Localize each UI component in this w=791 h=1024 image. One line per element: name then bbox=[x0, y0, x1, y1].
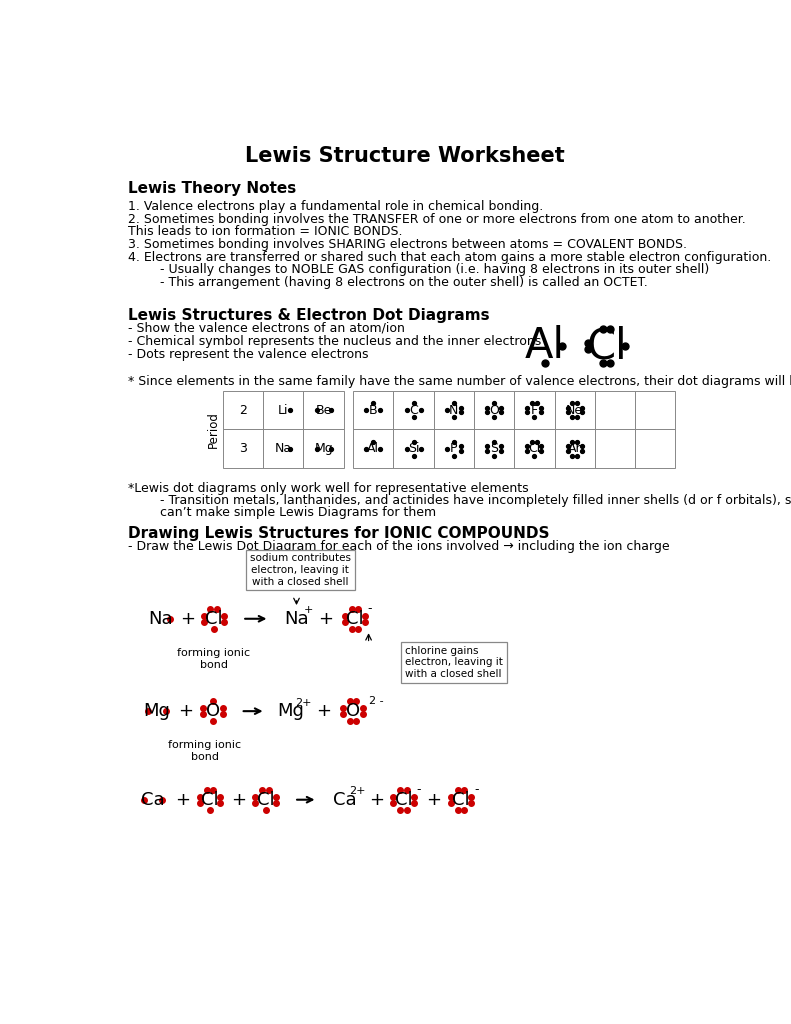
Bar bbox=[223, 429, 263, 468]
Text: O: O bbox=[346, 702, 360, 720]
Text: Cl: Cl bbox=[452, 791, 470, 809]
Text: 2 -: 2 - bbox=[369, 696, 383, 707]
Bar bbox=[474, 391, 514, 429]
Text: Be: Be bbox=[316, 403, 331, 417]
Bar bbox=[554, 429, 595, 468]
Text: +: + bbox=[369, 791, 384, 809]
Text: - This arrangement (having 8 electrons on the outer shell) is called an OCTET.: - This arrangement (having 8 electrons o… bbox=[128, 276, 648, 289]
Text: 1. Valence electrons play a fundamental role in chemical bonding.: 1. Valence electrons play a fundamental … bbox=[128, 200, 543, 213]
Text: sodium contributes
electron, leaving it
with a closed shell: sodium contributes electron, leaving it … bbox=[250, 553, 351, 587]
Text: forming ionic
bond: forming ionic bond bbox=[168, 740, 241, 762]
Text: -: - bbox=[474, 783, 479, 797]
Text: O: O bbox=[489, 403, 499, 417]
Bar bbox=[353, 391, 393, 429]
Text: Period: Period bbox=[207, 411, 220, 447]
Text: -: - bbox=[417, 783, 421, 797]
Text: 4. Electrons are transferred or shared such that each atom gains a more stable e: 4. Electrons are transferred or shared s… bbox=[128, 251, 771, 264]
Bar bbox=[304, 429, 344, 468]
Bar bbox=[433, 391, 474, 429]
Text: Cl: Cl bbox=[395, 791, 412, 809]
Text: * Since elements in the same family have the same number of valence electrons, t: * Since elements in the same family have… bbox=[128, 376, 791, 388]
Bar bbox=[304, 391, 344, 429]
Bar bbox=[514, 429, 554, 468]
Text: Lewis Structures & Electron Dot Diagrams: Lewis Structures & Electron Dot Diagrams bbox=[128, 307, 490, 323]
Text: B: B bbox=[369, 403, 377, 417]
Bar bbox=[263, 391, 304, 429]
Bar bbox=[595, 391, 635, 429]
Text: Ca: Ca bbox=[142, 791, 165, 809]
Text: 3: 3 bbox=[239, 442, 247, 455]
Bar bbox=[353, 429, 393, 468]
Text: Cl: Cl bbox=[346, 609, 363, 628]
Text: forming ionic
bond: forming ionic bond bbox=[177, 648, 250, 670]
Bar bbox=[554, 391, 595, 429]
Text: - Draw the Lewis Dot Diagram for each of the ions involved → including the ion c: - Draw the Lewis Dot Diagram for each of… bbox=[128, 541, 670, 553]
Text: chlorine gains
electron, leaving it
with a closed shell: chlorine gains electron, leaving it with… bbox=[405, 646, 503, 679]
Text: Al: Al bbox=[367, 442, 379, 455]
Text: *Lewis dot diagrams only work well for representative elements: *Lewis dot diagrams only work well for r… bbox=[128, 481, 529, 495]
Text: Ca: Ca bbox=[333, 791, 357, 809]
Text: can’t make simple Lewis Diagrams for them: can’t make simple Lewis Diagrams for the… bbox=[128, 506, 437, 519]
Text: +: + bbox=[178, 702, 193, 720]
Text: - Transition metals, lanthanides, and actinides have incompletely filled inner s: - Transition metals, lanthanides, and ac… bbox=[128, 494, 791, 507]
Bar bbox=[393, 391, 433, 429]
Bar bbox=[635, 429, 676, 468]
Text: Mg: Mg bbox=[278, 702, 305, 720]
Text: Na: Na bbox=[274, 442, 292, 455]
Text: F: F bbox=[531, 403, 538, 417]
Text: This leads to ion formation = IONIC BONDS.: This leads to ion formation = IONIC BOND… bbox=[128, 225, 403, 239]
Text: - Usually changes to NOBLE GAS configuration (i.e. having 8 electrons in its out: - Usually changes to NOBLE GAS configura… bbox=[128, 263, 710, 276]
Text: 2. Sometimes bonding involves the TRANSFER of one or more electrons from one ato: 2. Sometimes bonding involves the TRANSF… bbox=[128, 213, 746, 225]
Text: Cl: Cl bbox=[586, 326, 626, 368]
Text: Cl: Cl bbox=[257, 791, 274, 809]
Text: Na: Na bbox=[149, 609, 173, 628]
Text: Cl: Cl bbox=[205, 609, 222, 628]
Text: O: O bbox=[206, 702, 220, 720]
Text: 2+: 2+ bbox=[349, 786, 365, 797]
Text: +: + bbox=[180, 609, 195, 628]
Text: Ne: Ne bbox=[566, 403, 583, 417]
Text: Mg: Mg bbox=[143, 702, 170, 720]
Text: S: S bbox=[490, 442, 498, 455]
Bar bbox=[223, 391, 263, 429]
Text: Cl: Cl bbox=[201, 791, 218, 809]
Text: N: N bbox=[449, 403, 459, 417]
Bar bbox=[433, 429, 474, 468]
Text: 3. Sometimes bonding involves SHARING electrons between atoms = COVALENT BONDS.: 3. Sometimes bonding involves SHARING el… bbox=[128, 238, 687, 251]
Bar bbox=[595, 429, 635, 468]
Text: Ar: Ar bbox=[568, 442, 581, 455]
Text: Si: Si bbox=[408, 442, 419, 455]
Text: Li: Li bbox=[278, 403, 289, 417]
Text: - Show the valence electrons of an atom/ion: - Show the valence electrons of an atom/… bbox=[128, 322, 405, 335]
Text: - Dots represent the valence electrons: - Dots represent the valence electrons bbox=[128, 348, 369, 360]
Bar bbox=[474, 429, 514, 468]
Text: 2+: 2+ bbox=[295, 697, 312, 708]
Text: Mg: Mg bbox=[314, 442, 333, 455]
Text: Lewis Structure Worksheet: Lewis Structure Worksheet bbox=[245, 146, 565, 166]
Text: Lewis Theory Notes: Lewis Theory Notes bbox=[128, 180, 297, 196]
Text: +: + bbox=[426, 791, 441, 809]
Bar bbox=[635, 391, 676, 429]
Text: Drawing Lewis Structures for IONIC COMPOUNDS: Drawing Lewis Structures for IONIC COMPO… bbox=[128, 526, 550, 542]
Text: Al: Al bbox=[524, 326, 565, 368]
Text: +: + bbox=[231, 791, 246, 809]
Text: Cl: Cl bbox=[528, 442, 540, 455]
Bar bbox=[263, 429, 304, 468]
Text: -: - bbox=[368, 602, 373, 615]
Text: +: + bbox=[318, 609, 333, 628]
Bar bbox=[514, 391, 554, 429]
Text: +: + bbox=[175, 791, 190, 809]
Bar bbox=[393, 429, 433, 468]
Text: - Chemical symbol represents the nucleus and the inner electrons: - Chemical symbol represents the nucleus… bbox=[128, 335, 542, 347]
Text: P: P bbox=[450, 442, 457, 455]
Text: 2: 2 bbox=[239, 403, 247, 417]
Text: +: + bbox=[316, 702, 331, 720]
Text: Na: Na bbox=[284, 609, 308, 628]
Text: C: C bbox=[409, 403, 418, 417]
Text: +: + bbox=[305, 605, 313, 615]
